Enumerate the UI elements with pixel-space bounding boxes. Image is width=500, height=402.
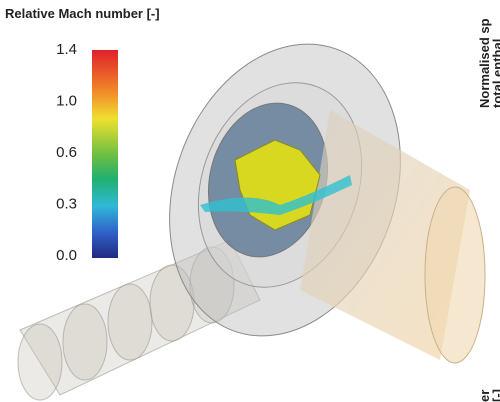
colorbar-tick-label: 1.0 <box>56 92 77 109</box>
illustration <box>18 11 485 400</box>
colorbar-title: Relative Mach number [-] <box>5 6 160 21</box>
corner-label: [-] <box>490 389 500 402</box>
page: Relative Mach number [-] 1.4 1.0 0.6 0.3 0.0… <box>0 0 500 402</box>
colorbar-tick-label: 0.6 <box>56 144 77 161</box>
figure: Relative Mach number [-] 1.4 1.0 0.6 0.3 0.0… <box>0 0 500 402</box>
colorbar <box>92 50 118 258</box>
colorbar-tick-label: 0.3 <box>56 195 77 212</box>
colorbar-tick-label: 1.4 <box>56 41 77 58</box>
colorbar-tick-label: 0.0 <box>56 247 77 264</box>
side-label: total enthal <box>490 39 500 108</box>
